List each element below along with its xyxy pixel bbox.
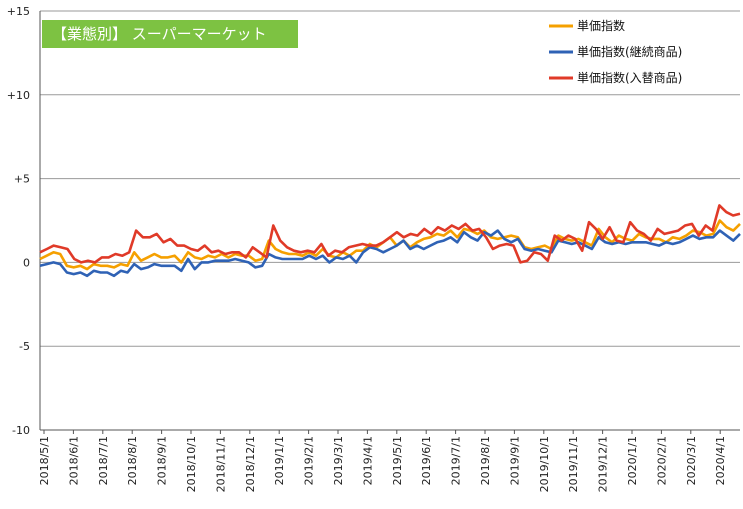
x-tick-label: 2019/11/1 <box>567 436 580 492</box>
x-tick-label: 2018/11/1 <box>214 436 227 492</box>
x-tick-label: 2020/1/1 <box>626 436 639 485</box>
y-tick-label: 0 <box>23 256 30 269</box>
x-tick-label: 2018/12/1 <box>244 436 257 492</box>
series-line-2 <box>39 204 741 264</box>
x-tick-label: 2018/7/1 <box>97 436 110 485</box>
x-tick-label: 2018/6/1 <box>67 436 80 485</box>
x-tick-label: 2019/8/1 <box>479 436 492 485</box>
x-axis-tick-labels: 2018/5/1 2018/6/1 2018/7/1 2018/8/1 2018/9/1… <box>38 430 727 492</box>
x-tick-label: 2020/4/1 <box>714 436 727 485</box>
y-tick-label: +15 <box>7 5 30 18</box>
gridlines <box>39 10 740 431</box>
x-tick-label: 2019/2/1 <box>303 436 316 485</box>
x-tick-label: 2020/3/1 <box>685 436 698 485</box>
x-tick-label: 2019/4/1 <box>361 436 374 485</box>
y-tick-label: -5 <box>19 340 30 353</box>
y-axis-tick-labels: +15 +10 +5 0 -5 -10 <box>7 5 30 437</box>
y-tick-label: -10 <box>12 424 30 437</box>
x-tick-label: 2019/5/1 <box>391 436 404 485</box>
x-tick-label: 2019/6/1 <box>420 436 433 485</box>
x-tick-label: 2018/8/1 <box>126 436 139 485</box>
chart-title-box: 【業態別】 スーパーマーケット <box>42 20 298 48</box>
x-tick-label: 2019/10/1 <box>538 436 551 492</box>
x-tick-label: 2019/9/1 <box>508 436 521 485</box>
legend-item-series-1: 単価指数(継続商品) <box>549 44 682 59</box>
legend-item-series-0: 単価指数 <box>549 18 625 33</box>
legend-item-series-2: 単価指数(入替商品) <box>549 70 682 85</box>
y-tick-label: +10 <box>7 89 30 102</box>
x-tick-label: 2019/1/1 <box>273 436 286 485</box>
chart-title-background <box>42 20 298 48</box>
x-tick-label: 2019/12/1 <box>597 436 610 492</box>
chart-title: 【業態別】 スーパーマーケット <box>52 25 267 43</box>
series-lines <box>39 204 741 278</box>
legend-label: 単価指数(入替商品) <box>577 70 682 85</box>
x-tick-label: 2020/2/1 <box>655 436 668 485</box>
x-tick-label: 2018/9/1 <box>156 436 169 485</box>
legend-label: 単価指数 <box>577 18 625 33</box>
x-tick-label: 2019/3/1 <box>332 436 345 485</box>
legend: 単価指数 単価指数(継続商品) 単価指数(入替商品) <box>549 18 682 85</box>
y-tick-label: +5 <box>14 173 30 186</box>
x-tick-label: 2018/5/1 <box>38 436 51 485</box>
legend-label: 単価指数(継続商品) <box>577 44 682 59</box>
x-tick-label: 2019/7/1 <box>450 436 463 485</box>
x-tick-label: 2018/10/1 <box>185 436 198 492</box>
